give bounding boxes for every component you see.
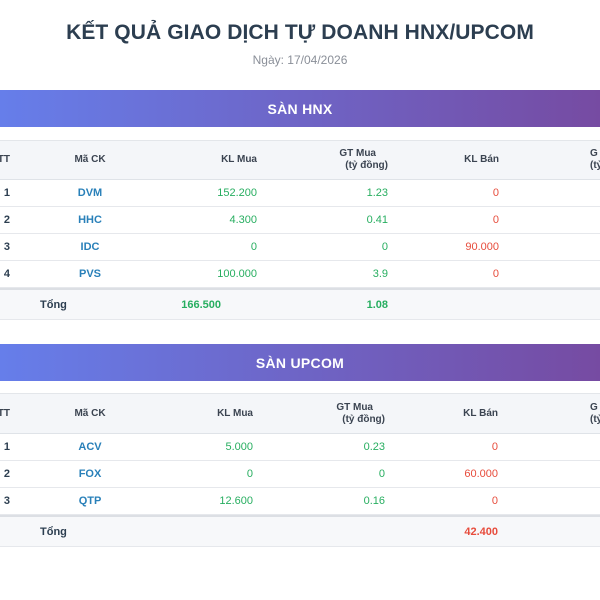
table-row: 2 HHC 4.300 0.41 0: [0, 207, 600, 234]
col-kl-mua-header: KL Mua: [221, 154, 257, 165]
col-gt-ban-header-line2: (tỷ: [590, 160, 600, 171]
col-gt-mua-header-line2: (tỷ đồng): [345, 160, 388, 171]
row-kl-mua: 0: [246, 468, 253, 480]
row-ma-ck[interactable]: PVS: [78, 268, 101, 280]
row-kl-ban: 0: [492, 214, 499, 226]
col-gt-mua-header: GT Mua (tỷ đồng): [290, 394, 385, 433]
col-gt-mua-header-line2: (tỷ đồng): [342, 413, 385, 425]
row-stt: 2: [3, 214, 10, 226]
row-kl-ban: 0: [492, 268, 499, 280]
row-ma-ck[interactable]: QTP: [78, 495, 102, 507]
row-ma-ck[interactable]: ACV: [78, 441, 102, 453]
total-gt-mua: [290, 517, 388, 546]
upcom-banner: SÀN UPCOM: [0, 344, 600, 381]
row-kl-ban: 0: [491, 495, 498, 507]
table-row: 2 FOX 0 0 60.000: [0, 461, 600, 488]
col-gt-ban-header-line1: G: [590, 148, 598, 159]
total-label: Tổng: [40, 525, 67, 538]
col-gt-mua-header: GT Mua (tỷ đồng): [290, 141, 388, 179]
upcom-total-row: Tổng 42.400: [0, 515, 600, 547]
hnx-table: TT Mã CK KL Mua GT Mua (tỷ đồng) KL Bán …: [0, 140, 600, 322]
row-kl-mua: 152.200: [217, 187, 257, 199]
row-kl-ban: 0: [491, 441, 498, 453]
row-kl-mua: 5.000: [225, 441, 253, 453]
col-ma-ck-header: Mã CK: [74, 407, 106, 419]
row-ma-ck[interactable]: HHC: [78, 214, 102, 226]
row-gt-mua: 0.23: [363, 441, 385, 453]
upcom-section: SÀN UPCOM TT Mã CK KL Mua GT Mua (tỷ đồn…: [0, 344, 600, 550]
total-gt-mua: 1.08: [366, 298, 388, 311]
table-row: 3 IDC 0 0 90.000: [0, 234, 600, 261]
row-stt: 4: [3, 268, 10, 280]
row-gt-mua: 0: [381, 241, 388, 253]
total-kl-mua: 166.500: [181, 298, 221, 311]
row-gt-mua: 0.16: [363, 495, 385, 507]
upcom-table-header: TT Mã CK KL Mua GT Mua (tỷ đồng) KL Bán …: [0, 393, 600, 434]
table-row: 1 DVM 152.200 1.23 0: [0, 180, 600, 207]
col-gt-ban-header: G (tỷ: [590, 141, 600, 179]
page-title: KẾT QUẢ GIAO DỊCH TỰ DOANH HNX/UPCOM: [66, 21, 534, 44]
row-ma-ck[interactable]: FOX: [78, 468, 102, 480]
col-gt-mua-header-line1: GT Mua: [339, 148, 376, 159]
row-stt: 3: [3, 241, 10, 253]
total-kl-ban: 42.400: [464, 525, 498, 538]
report-date: Ngày: 17/04/2026: [252, 53, 348, 67]
total-kl-mua: [150, 517, 221, 546]
total-label: Tổng: [40, 298, 67, 311]
row-stt: 2: [3, 468, 10, 480]
table-row: 3 QTP 12.600 0.16 0: [0, 488, 600, 515]
col-stt-header: TT: [0, 407, 10, 419]
hnx-section: SÀN HNX TT Mã CK KL Mua GT Mua (tỷ đồng)…: [0, 90, 600, 322]
row-kl-ban: 90.000: [465, 241, 499, 253]
col-gt-mua-header-line1: GT Mua: [336, 401, 373, 413]
row-kl-mua: 12.600: [219, 495, 253, 507]
col-gt-ban-header: G (tỷ: [590, 394, 600, 433]
col-ma-ck-header: Mã CK: [74, 154, 106, 165]
col-gt-ban-header-line1: G: [590, 401, 598, 413]
row-kl-ban: 60.000: [464, 468, 498, 480]
col-kl-ban-header: KL Bán: [463, 407, 498, 419]
row-kl-mua: 4.300: [229, 214, 257, 226]
total-kl-ban: [400, 290, 499, 319]
row-gt-mua: 1.23: [366, 187, 388, 199]
hnx-title: SÀN HNX: [267, 100, 333, 117]
hnx-total-row: Tổng 166.500 1.08: [0, 288, 600, 320]
hnx-table-header: TT Mã CK KL Mua GT Mua (tỷ đồng) KL Bán …: [0, 140, 600, 180]
row-stt: 3: [3, 495, 10, 507]
row-kl-mua: 0: [250, 241, 257, 253]
col-stt-header: TT: [0, 154, 10, 165]
col-kl-ban-header: KL Bán: [464, 154, 499, 165]
row-kl-ban: 0: [492, 187, 499, 199]
row-stt: 1: [3, 187, 10, 199]
upcom-title: SÀN UPCOM: [255, 354, 345, 371]
row-ma-ck[interactable]: DVM: [77, 187, 103, 199]
table-row: 1 ACV 5.000 0.23 0: [0, 434, 600, 461]
row-gt-mua: 3.9: [372, 268, 388, 280]
row-kl-mua: 100.000: [217, 268, 257, 280]
col-gt-ban-header-line2: (tỷ: [590, 413, 600, 425]
table-row: 4 PVS 100.000 3.9 0: [0, 261, 600, 288]
row-stt: 1: [3, 441, 10, 453]
row-gt-mua: 0: [378, 468, 385, 480]
row-gt-mua: 0.41: [366, 214, 388, 226]
row-ma-ck[interactable]: IDC: [80, 241, 100, 253]
hnx-banner: SÀN HNX: [0, 90, 600, 127]
upcom-table: TT Mã CK KL Mua GT Mua (tỷ đồng) KL Bán …: [0, 393, 600, 549]
col-kl-mua-header: KL Mua: [217, 407, 253, 419]
